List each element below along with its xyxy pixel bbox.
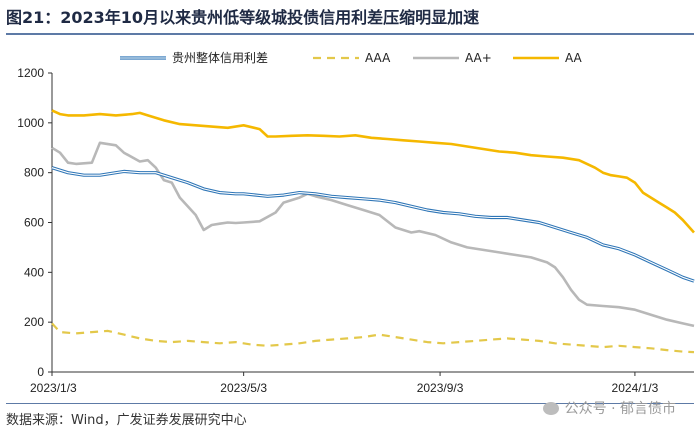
series-line-overall-outer bbox=[51, 166, 695, 283]
y-tick-label: 600 bbox=[24, 216, 44, 230]
page-title: 图21：2023年10月以来贵州低等级城投债信用利差压缩明显加速 bbox=[6, 8, 480, 27]
legend-item-aa-plus: AA+ bbox=[413, 51, 492, 65]
legend-item-overall: 贵州整体信用利差 bbox=[120, 50, 268, 65]
series-line-overall-inner bbox=[51, 167, 695, 282]
y-tick-label: 400 bbox=[24, 265, 44, 279]
x-tick-label: 2024/1/3 bbox=[612, 381, 659, 395]
y-tick-label: 1000 bbox=[17, 116, 44, 130]
y-tick-label: 0 bbox=[37, 365, 44, 379]
x-tick-label: 2023/9/3 bbox=[417, 381, 464, 395]
x-tick-label: 2023/5/3 bbox=[220, 381, 267, 395]
legend-label: AA+ bbox=[465, 51, 492, 65]
y-tick-label: 1200 bbox=[17, 66, 44, 80]
chart-legend: 贵州整体信用利差 AAA AA+ AA bbox=[120, 50, 583, 65]
y-tick-label: 800 bbox=[24, 166, 44, 180]
legend-item-aaa: AAA bbox=[313, 51, 391, 65]
data-source-note: 数据来源：Wind，广发证券发展研究中心 bbox=[6, 413, 247, 428]
series-line-aa bbox=[51, 109, 695, 234]
watermark: 公众号 · 郁言债市 bbox=[542, 398, 676, 418]
legend-label: AA bbox=[565, 51, 583, 65]
legend-label: 贵州整体信用利差 bbox=[172, 50, 268, 65]
line-chart: 0 200 400 600 800 1000 1200 2023/1/3 2023/5/3 202… bbox=[17, 50, 695, 395]
title-divider bbox=[6, 33, 694, 35]
chart-series bbox=[51, 109, 695, 354]
y-tick-label: 200 bbox=[24, 315, 44, 329]
watermark-text: 公众号 · 郁言债市 bbox=[564, 401, 676, 417]
legend-label: AAA bbox=[365, 51, 391, 65]
series-line-aaa bbox=[51, 322, 695, 354]
x-tick-label: 2023/1/3 bbox=[30, 381, 77, 395]
legend-item-aa: AA bbox=[513, 51, 583, 65]
footer-divider bbox=[6, 403, 694, 404]
wechat-icon bbox=[542, 402, 559, 415]
chart-axes: 0 200 400 600 800 1000 1200 2023/1/3 2023/5/3 202… bbox=[17, 66, 694, 395]
series-line-aa-plus bbox=[51, 141, 695, 328]
